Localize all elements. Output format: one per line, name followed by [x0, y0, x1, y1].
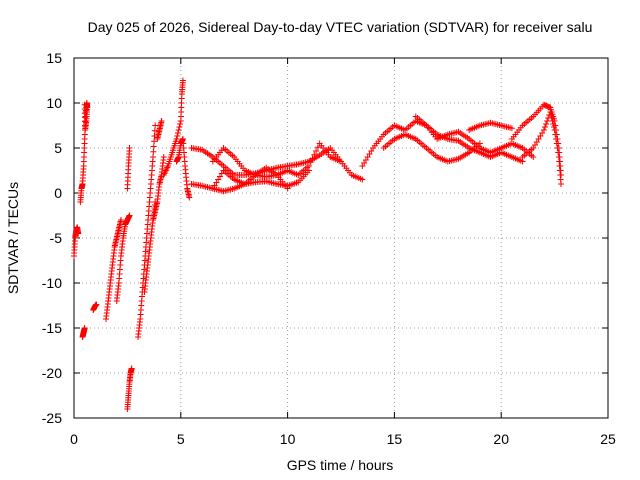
data-point [307, 159, 314, 166]
series-sat-v [466, 119, 515, 133]
data-point [174, 133, 181, 139]
data-point [544, 118, 551, 124]
data-point [150, 154, 157, 160]
y-tick-label: -25 [42, 410, 62, 426]
y-tick-label: -5 [50, 230, 63, 246]
series-sat-h [124, 145, 133, 192]
data-point [554, 145, 561, 151]
data-point [508, 125, 515, 132]
series-sat-b [77, 100, 91, 205]
data-point [151, 127, 158, 134]
data-point [177, 121, 184, 127]
data-point [550, 124, 557, 130]
data-point [553, 140, 560, 147]
data-point [175, 127, 182, 133]
x-tick-label: 25 [600, 431, 616, 447]
series-sat-x [519, 109, 565, 187]
y-tick-label: 5 [54, 140, 62, 156]
data-point [313, 148, 320, 154]
data-point [158, 118, 165, 124]
data-point [117, 217, 124, 223]
data-point [173, 136, 180, 142]
data-point [75, 230, 82, 237]
data-point [305, 163, 312, 169]
data-point [549, 118, 556, 124]
data-point [174, 130, 181, 136]
data-point [541, 124, 548, 130]
series-sat-d [90, 301, 100, 313]
series-sat-a [71, 224, 82, 259]
data-point [284, 185, 291, 192]
series-sat-f [113, 212, 133, 304]
y-axis-label: SDTVAR / TECUs [5, 182, 21, 294]
series-sat-e [103, 217, 124, 322]
grid [74, 58, 608, 418]
data-point [128, 365, 135, 372]
data-point [548, 115, 555, 121]
data-point [176, 124, 183, 130]
x-axis-label: GPS time / hours [287, 457, 394, 473]
series-sat-l [154, 118, 165, 142]
data-point [551, 127, 558, 133]
series-sat-m [160, 77, 186, 178]
data-point [314, 144, 321, 151]
data-point [81, 325, 88, 331]
data-point [543, 121, 550, 127]
data-point [150, 143, 157, 150]
x-tick-label: 5 [177, 431, 185, 447]
data-point [540, 127, 547, 133]
data-point [359, 176, 366, 183]
series-sat-g [124, 365, 135, 412]
chart-title: Day 025 of 2026, Sidereal Day-to-day VTE… [88, 19, 593, 35]
x-tick-label: 10 [280, 431, 296, 447]
x-tick-label: 0 [70, 431, 78, 447]
y-tick-label: -10 [42, 275, 62, 291]
series-sat-u [412, 113, 537, 160]
y-tick-label: -15 [42, 320, 62, 336]
data-point [152, 122, 159, 129]
data-point [547, 109, 554, 115]
series-sat-c [79, 325, 88, 340]
series-sat-n [173, 136, 193, 201]
data-point [81, 101, 88, 108]
data-point [338, 158, 344, 165]
series-sat-r [209, 164, 291, 192]
data-point [553, 136, 560, 142]
data-point [550, 121, 557, 127]
data-point [150, 148, 157, 155]
y-tick-label: 10 [46, 95, 62, 111]
axis-ticks: 0 5 10 15 20 25 -25 -20 -15 -10 -5 0 5 10 15 [42, 50, 616, 447]
x-tick-label: 20 [493, 431, 509, 447]
data-point [160, 154, 167, 160]
data-point [552, 131, 559, 138]
data-point [93, 301, 100, 308]
data-point [555, 149, 562, 156]
series-sat-i [135, 122, 159, 340]
data-point [548, 112, 555, 118]
data-series [71, 77, 565, 412]
y-tick-label: 0 [54, 185, 62, 201]
data-point [151, 138, 158, 145]
data-point [179, 77, 186, 84]
data-point [126, 145, 133, 151]
data-point [558, 181, 565, 187]
data-point [186, 194, 193, 201]
data-point [311, 151, 318, 158]
x-tick-label: 15 [387, 431, 403, 447]
data-point [309, 155, 316, 162]
y-tick-label: -20 [42, 365, 62, 381]
data-point [530, 154, 537, 160]
y-tick-label: 15 [46, 50, 62, 66]
data-point [126, 212, 133, 219]
